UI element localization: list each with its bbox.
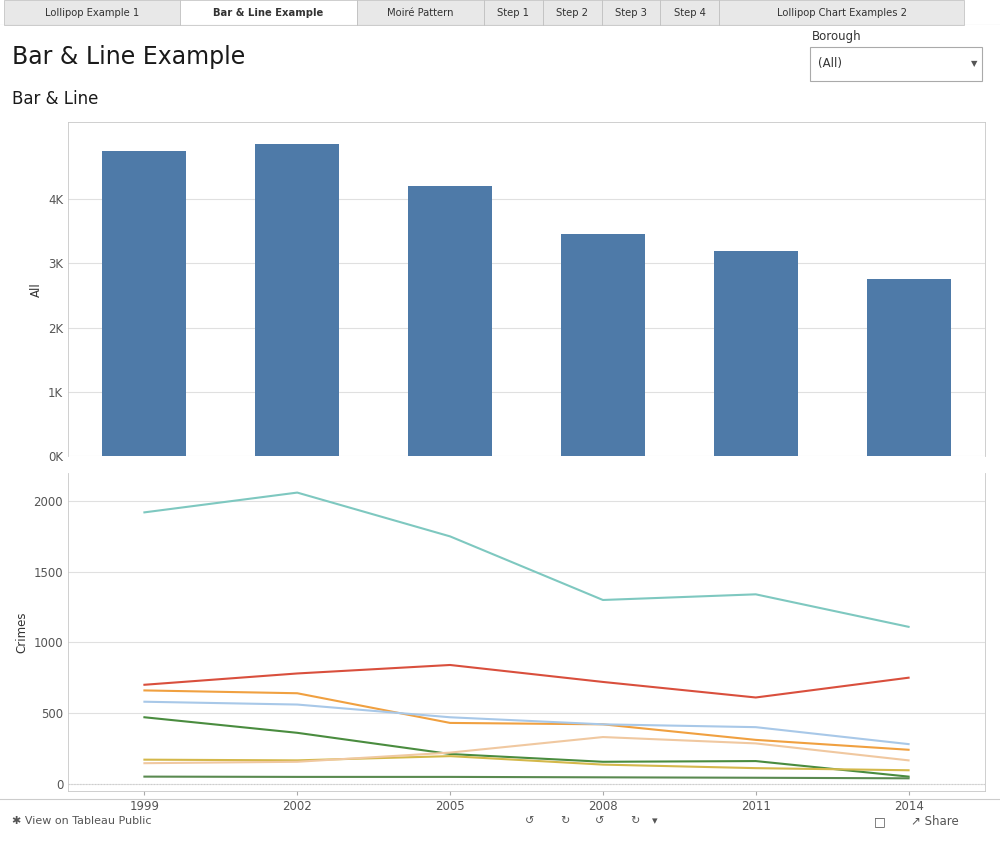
Bar [660, 0, 719, 25]
Text: Step 4: Step 4 [674, 8, 706, 18]
Bar [102, 150, 186, 456]
Text: Bar & Line Example: Bar & Line Example [213, 8, 324, 18]
Bar [719, 0, 964, 25]
Bar [543, 0, 602, 25]
Bar [867, 280, 951, 456]
Text: ↗ Share: ↗ Share [911, 815, 959, 828]
Text: Bar & Line: Bar & Line [12, 90, 98, 108]
Text: Bar & Line Example: Bar & Line Example [12, 45, 245, 69]
Y-axis label: All: All [29, 281, 42, 297]
Text: Step 3: Step 3 [615, 8, 647, 18]
Text: Step 1: Step 1 [497, 8, 529, 18]
Bar [602, 0, 660, 25]
Bar [408, 186, 492, 456]
Text: Borough: Borough [812, 31, 862, 43]
Text: ↻: ↻ [560, 816, 570, 826]
Text: ↺: ↺ [525, 816, 535, 826]
Bar [180, 0, 357, 25]
Bar [255, 144, 339, 456]
Bar [714, 251, 798, 456]
Text: ↻: ↻ [630, 816, 640, 826]
Text: Lollipop Chart Examples 2: Lollipop Chart Examples 2 [777, 8, 907, 18]
Text: □: □ [874, 815, 886, 828]
Text: ↺: ↺ [595, 816, 605, 826]
Text: ✱ View on Tableau Public: ✱ View on Tableau Public [12, 816, 152, 826]
Text: ▼: ▼ [971, 60, 977, 68]
FancyBboxPatch shape [810, 47, 982, 81]
Text: ▾: ▾ [652, 816, 658, 826]
Text: Moiré Pattern: Moiré Pattern [387, 8, 454, 18]
Bar [4, 0, 180, 25]
Bar [484, 0, 543, 25]
Bar [561, 235, 645, 456]
Text: (All): (All) [818, 57, 842, 71]
Y-axis label: Crimes: Crimes [15, 611, 28, 653]
Bar [357, 0, 484, 25]
Text: Lollipop Example 1: Lollipop Example 1 [45, 8, 139, 18]
Text: Step 2: Step 2 [556, 8, 588, 18]
